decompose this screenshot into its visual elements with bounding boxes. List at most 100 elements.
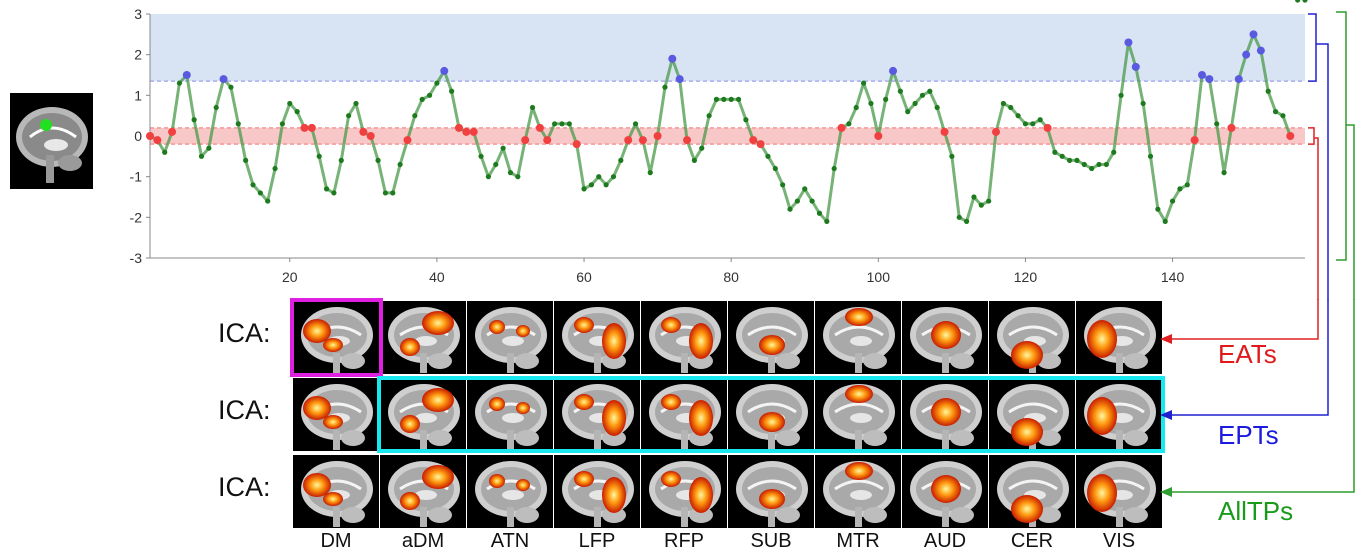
brain-map-adm bbox=[380, 301, 466, 374]
data-point bbox=[588, 182, 595, 188]
eat-point bbox=[653, 132, 662, 140]
data-point bbox=[294, 109, 300, 115]
data-point bbox=[691, 157, 697, 163]
network-label: VIS bbox=[1102, 530, 1136, 552]
brain-map-atn bbox=[467, 455, 553, 528]
data-point bbox=[1030, 121, 1036, 127]
data-point bbox=[566, 121, 572, 127]
data-point bbox=[794, 198, 800, 204]
brain-row-eat bbox=[293, 301, 1162, 374]
data-point bbox=[1022, 121, 1029, 127]
x-tick-label: 20 bbox=[282, 269, 298, 285]
brain-map-atn bbox=[467, 301, 553, 374]
network-label: CER bbox=[1010, 530, 1054, 552]
data-point bbox=[287, 100, 293, 107]
alltp-connector bbox=[1346, 124, 1355, 300]
data-point bbox=[257, 190, 263, 196]
data-point bbox=[1074, 157, 1080, 163]
data-point bbox=[382, 190, 389, 196]
data-point bbox=[699, 145, 705, 151]
eat-point bbox=[624, 136, 633, 145]
ept-point bbox=[889, 66, 898, 75]
row-label-eat: ICA: bbox=[218, 318, 271, 348]
data-point bbox=[912, 100, 918, 107]
data-point bbox=[1037, 117, 1043, 123]
data-point bbox=[390, 190, 396, 196]
data-point bbox=[735, 96, 742, 102]
data-point bbox=[1162, 218, 1168, 224]
brain-map-lfp bbox=[554, 378, 640, 451]
upper-threshold-band bbox=[150, 14, 1305, 82]
eat-connector bbox=[1314, 137, 1319, 300]
brain-map-adm bbox=[380, 378, 466, 451]
data-point bbox=[235, 121, 241, 127]
alltp-arrow-line bbox=[1168, 299, 1355, 493]
data-point bbox=[963, 218, 970, 224]
data-point bbox=[500, 145, 506, 151]
data-point bbox=[971, 194, 977, 200]
data-point bbox=[250, 182, 256, 188]
network-label: DM bbox=[320, 530, 352, 552]
eat-point bbox=[403, 136, 412, 145]
brain-map-sub bbox=[728, 378, 814, 451]
data-point bbox=[1265, 88, 1271, 94]
data-point bbox=[265, 198, 271, 204]
ept-point bbox=[1124, 38, 1133, 47]
data-point bbox=[603, 182, 609, 188]
ept-point bbox=[440, 66, 449, 75]
data-point bbox=[375, 157, 381, 163]
data-point bbox=[956, 214, 962, 220]
eat-point bbox=[153, 136, 162, 145]
data-point bbox=[713, 96, 720, 102]
data-point bbox=[1089, 165, 1095, 172]
eat-point bbox=[683, 136, 692, 145]
eat-point bbox=[469, 127, 478, 136]
data-point bbox=[478, 153, 484, 159]
eat-point bbox=[992, 127, 1001, 136]
ept-point bbox=[1205, 75, 1214, 84]
data-point bbox=[846, 121, 852, 127]
brain-map-vis bbox=[1076, 378, 1162, 451]
brain-map-rfp bbox=[641, 378, 727, 451]
brain-map-aud bbox=[902, 301, 988, 374]
row-label-ept: ICA: bbox=[218, 395, 271, 425]
data-point bbox=[272, 165, 278, 172]
eat-point bbox=[638, 136, 647, 145]
data-point bbox=[816, 210, 823, 216]
data-point bbox=[1302, 0, 1308, 3]
y-tick-label: -3 bbox=[130, 250, 143, 266]
data-point bbox=[949, 153, 955, 159]
side-label-eats: EATs bbox=[1218, 339, 1277, 369]
eat-point bbox=[1286, 132, 1295, 140]
data-point bbox=[1140, 100, 1146, 107]
row-label-all: ICA: bbox=[218, 472, 271, 502]
data-point bbox=[1221, 170, 1227, 176]
data-point bbox=[323, 186, 330, 192]
data-point bbox=[706, 113, 712, 119]
data-point bbox=[787, 206, 793, 212]
eat-point bbox=[300, 123, 309, 132]
data-point bbox=[986, 198, 992, 204]
seed-brain-thumbnail bbox=[10, 93, 93, 189]
data-point bbox=[1103, 161, 1109, 168]
brain-map-dm bbox=[293, 301, 379, 374]
brain-map-rfp bbox=[641, 455, 727, 528]
ept-point bbox=[1131, 62, 1140, 71]
brain-map-cer bbox=[989, 378, 1075, 451]
data-point bbox=[883, 96, 889, 102]
data-point bbox=[353, 100, 359, 107]
ept-point bbox=[1249, 30, 1258, 39]
data-point bbox=[780, 182, 786, 188]
data-point bbox=[647, 170, 653, 176]
ept-point bbox=[1256, 46, 1265, 55]
x-tick-label: 60 bbox=[576, 269, 592, 285]
y-tick-label: -2 bbox=[130, 209, 143, 225]
data-point bbox=[721, 96, 727, 102]
data-point bbox=[412, 113, 418, 119]
brain-map-vis bbox=[1076, 301, 1162, 374]
data-point bbox=[493, 161, 499, 168]
data-point bbox=[1272, 109, 1279, 115]
eat-arrow-line bbox=[1168, 299, 1319, 340]
data-point bbox=[397, 161, 403, 168]
data-point bbox=[1147, 153, 1154, 159]
